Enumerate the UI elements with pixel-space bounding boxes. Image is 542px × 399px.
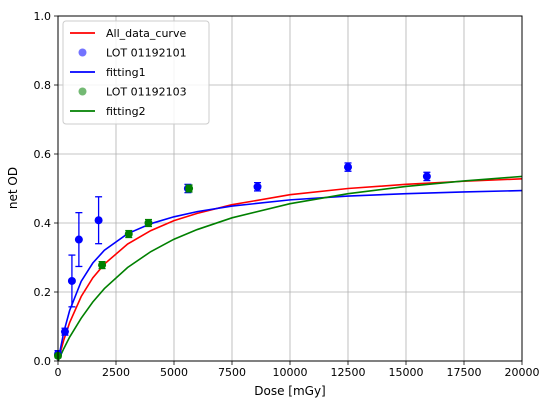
point-lot-01192103 (124, 230, 133, 239)
x-axis-label: Dose [mGy] (254, 384, 325, 398)
data-points (54, 162, 431, 360)
point-lot-01192101 (67, 276, 76, 285)
axes: 0 2500 5000 7500 10000 12500 15000 17500 20000 0.… (34, 10, 540, 379)
curve-fitting1 (57, 189, 523, 362)
legend-label-lot-01192103: LOT 01192103 (106, 86, 187, 99)
legend-marker-lot-01192103 (78, 87, 87, 96)
y-tick-label: 0.2 (34, 286, 52, 299)
point-lot-01192101 (422, 172, 431, 181)
point-lot-01192101 (74, 235, 83, 244)
point-lot-01192101 (94, 216, 103, 225)
legend-label-all-data-curve: All_data_curve (106, 27, 186, 40)
legend-marker-lot-01192101 (78, 48, 87, 57)
curve-fitting2 (57, 175, 523, 362)
y-tick-label: 0.6 (34, 148, 52, 161)
legend-label-fitting1: fitting1 (106, 66, 146, 79)
point-lot-01192103 (185, 184, 194, 193)
x-tick-label: 2500 (102, 366, 130, 379)
x-tick-label: 5000 (160, 366, 188, 379)
y-tick-label: 0.8 (34, 79, 52, 92)
x-tick-label: 10000 (273, 366, 308, 379)
legend-label-lot-01192101: LOT 01192101 (106, 47, 187, 60)
x-tick-label: 7500 (218, 366, 246, 379)
curves (57, 175, 523, 362)
y-tick-label: 0.4 (34, 217, 52, 230)
x-tick-label: 12500 (331, 366, 366, 379)
x-tick-label: 15000 (389, 366, 424, 379)
point-lot-01192103 (98, 261, 107, 270)
legend-label-fitting2: fitting2 (106, 105, 146, 118)
y-tick-label: 0.0 (34, 355, 52, 368)
point-lot-01192101 (344, 163, 352, 172)
legend-box (62, 20, 210, 125)
y-axis-label: net OD (6, 167, 20, 209)
x-tick-label: 0 (55, 366, 62, 379)
point-lot-01192103 (144, 219, 153, 227)
point-lot-01192101 (60, 327, 69, 336)
point-lot-01192101 (253, 182, 262, 191)
y-tick-label: 1.0 (34, 10, 52, 23)
curve-all-data-curve (57, 178, 523, 362)
x-tick-label: 17500 (447, 366, 482, 379)
x-tick-label: 20000 (505, 366, 540, 379)
legend: All_data_curve LOT 01192101 fitting1 LOT 01… (62, 20, 210, 125)
